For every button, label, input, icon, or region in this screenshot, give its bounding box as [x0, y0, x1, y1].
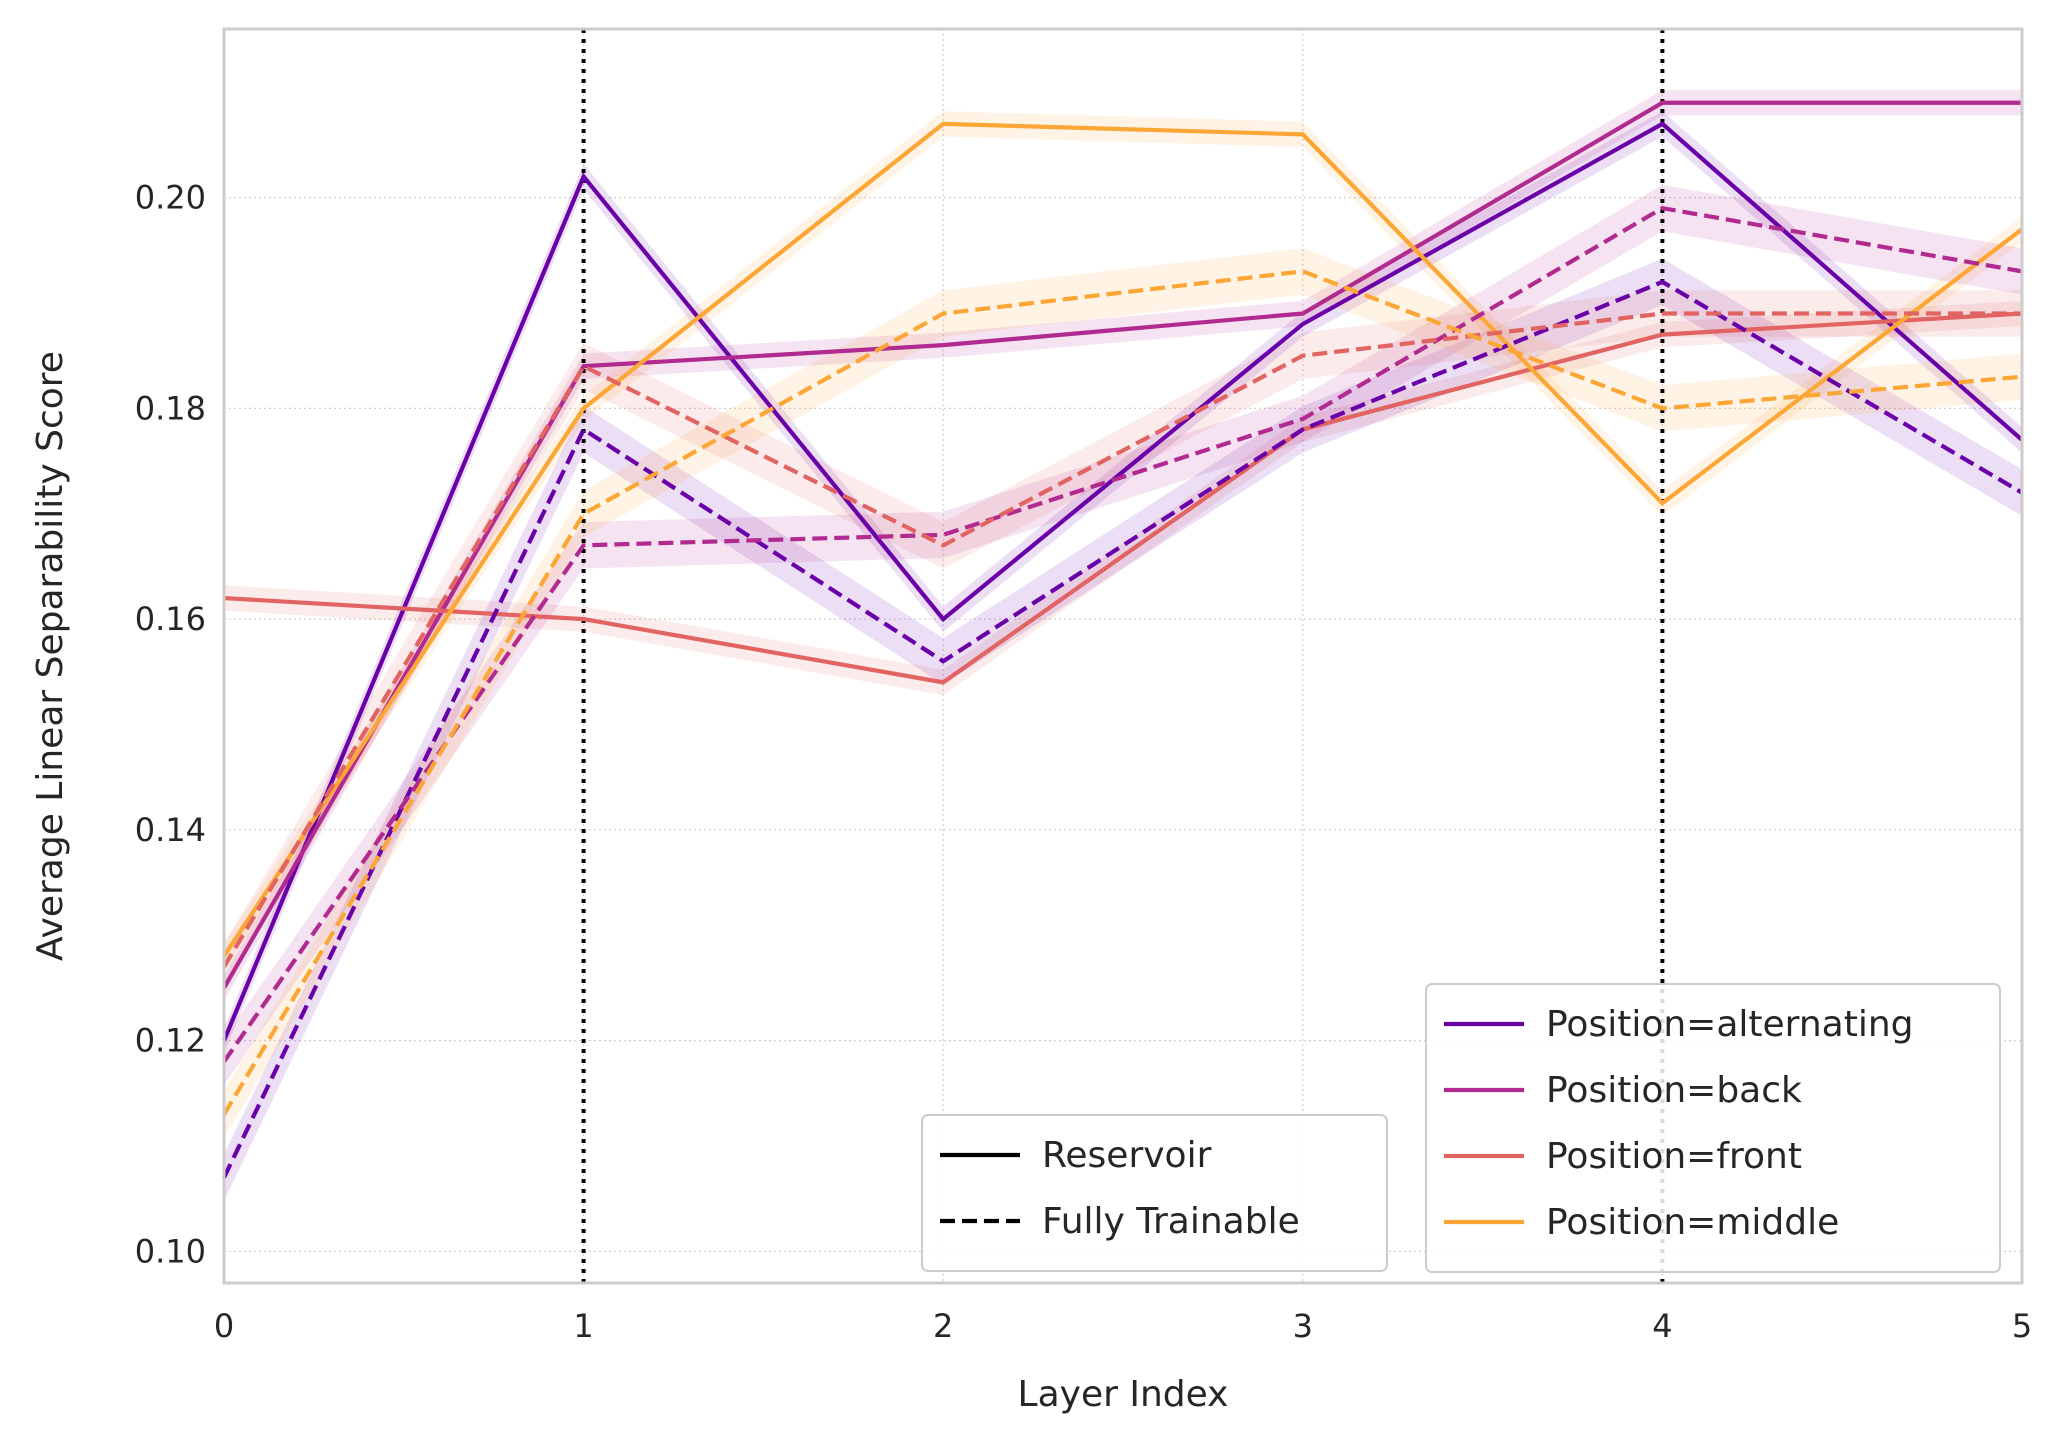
- legend-frame: [1425, 983, 2001, 1273]
- plot-frame: [222, 27, 2024, 1285]
- series-line: [222, 311, 2022, 968]
- legend-label: Fully Trainable: [1042, 1201, 1300, 1242]
- series-line: [222, 121, 2024, 1042]
- legend-frame: [921, 1114, 1388, 1272]
- y-tick-label: 0.10: [135, 1232, 206, 1270]
- y-tick-label: 0.18: [135, 389, 206, 427]
- x-axis-label: Layer Index: [1018, 1374, 1229, 1415]
- x-tick-label: 4: [1652, 1307, 1672, 1345]
- legend-style: Reservoir Fully Trainable: [921, 1114, 1388, 1272]
- series-line: [222, 121, 2024, 958]
- confidence-band: [224, 290, 2022, 991]
- x-tick-label: 3: [1293, 1307, 1313, 1345]
- y-tick-labels: 0.10 0.12 0.14 0.16 0.18 0.20: [135, 179, 206, 1271]
- confidence-band: [224, 111, 2022, 969]
- x-tick-labels: 0 1 2 3 4 5: [214, 1307, 2032, 1345]
- y-tick-label: 0.12: [135, 1022, 206, 1060]
- y-tick-label: 0.14: [135, 811, 206, 849]
- legend-label: Position=front: [1546, 1136, 1802, 1177]
- confidence-band: [224, 248, 2022, 1138]
- confidence-band: [224, 258, 2022, 1201]
- x-tick-label: 5: [2012, 1307, 2032, 1345]
- series-line: [222, 279, 2024, 1179]
- y-tick-label: 0.16: [135, 600, 206, 638]
- legend-position: Position=alternating Position=back Positio…: [1425, 983, 2001, 1273]
- series-lines: [222, 100, 2024, 1179]
- x-tick-label: 0: [214, 1307, 234, 1345]
- x-tick-label: 1: [573, 1307, 593, 1345]
- x-tick-label: 2: [933, 1307, 953, 1345]
- y-tick-label: 0.20: [135, 179, 206, 217]
- legend-label: Position=middle: [1546, 1202, 1839, 1243]
- y-axis-label: Average Linear Separability Score: [30, 351, 71, 961]
- series-line: [222, 269, 2023, 1116]
- legend-label: Position=back: [1546, 1070, 1802, 1111]
- series-line: [222, 205, 2023, 1063]
- confidence-bands: [224, 90, 2022, 1201]
- legend-label: Reservoir: [1042, 1135, 1212, 1176]
- legend-label: Position=alternating: [1546, 1004, 1914, 1045]
